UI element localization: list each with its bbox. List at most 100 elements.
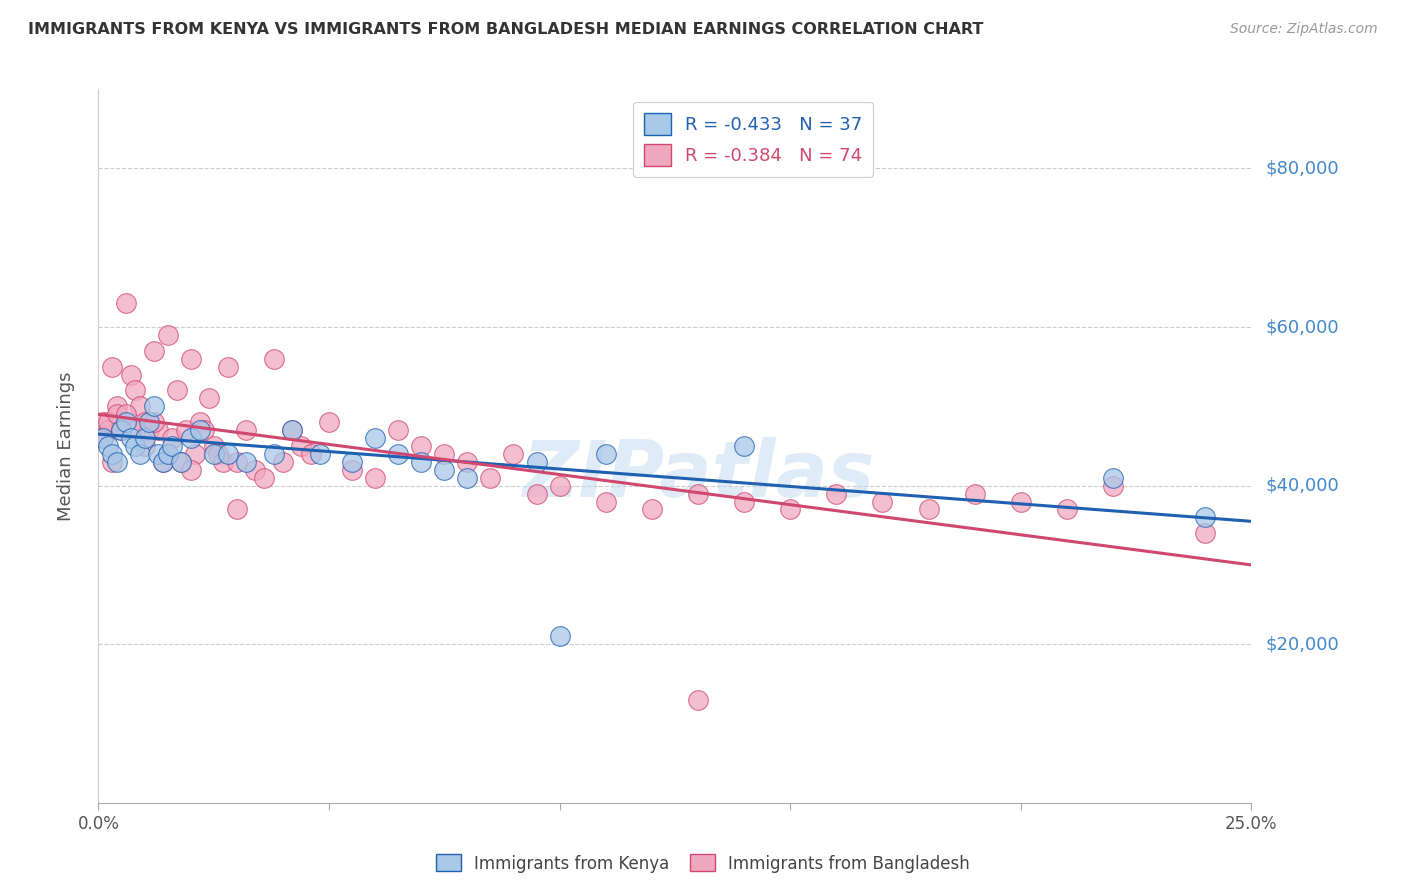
Point [212, 455, 235, 469]
Point [202, 447, 225, 461]
Point [733, 439, 755, 453]
Text: $40,000: $40,000 [1265, 476, 1339, 495]
Point [217, 359, 239, 374]
Point [105, 400, 128, 414]
Point [641, 502, 664, 516]
Point [479, 471, 502, 485]
Point [138, 415, 160, 429]
Point [1102, 478, 1125, 492]
Point [387, 423, 409, 437]
Text: Source: ZipAtlas.com: Source: ZipAtlas.com [1230, 22, 1378, 37]
Point [129, 447, 152, 461]
Point [105, 455, 128, 469]
Point [433, 447, 456, 461]
Point [148, 447, 170, 461]
Point [235, 423, 257, 437]
Point [105, 407, 128, 421]
Point [263, 351, 285, 366]
Point [245, 463, 267, 477]
Y-axis label: Median Earnings: Median Earnings [56, 371, 75, 521]
Point [110, 423, 132, 437]
Point [101, 455, 124, 469]
Point [526, 486, 548, 500]
Point [1194, 510, 1216, 524]
Point [124, 423, 146, 437]
Point [1194, 526, 1216, 541]
Point [217, 447, 239, 461]
Text: $80,000: $80,000 [1265, 160, 1339, 178]
Point [281, 423, 304, 437]
Point [193, 423, 215, 437]
Point [91, 415, 114, 429]
Point [120, 368, 142, 382]
Point [97, 423, 120, 437]
Point [548, 478, 571, 492]
Point [115, 407, 138, 421]
Point [433, 463, 456, 477]
Point [134, 415, 156, 429]
Point [97, 415, 120, 429]
Point [595, 494, 617, 508]
Point [1102, 471, 1125, 485]
Point [502, 447, 524, 461]
Point [134, 439, 156, 453]
Text: ZIPatlas: ZIPatlas [522, 436, 875, 513]
Point [91, 431, 114, 445]
Point [110, 415, 132, 429]
Point [180, 351, 202, 366]
Point [281, 423, 304, 437]
Point [152, 455, 174, 469]
Point [91, 431, 114, 445]
Point [188, 415, 211, 429]
Point [318, 415, 340, 429]
Point [364, 431, 387, 445]
Text: IMMIGRANTS FROM KENYA VS IMMIGRANTS FROM BANGLADESH MEDIAN EARNINGS CORRELATION : IMMIGRANTS FROM KENYA VS IMMIGRANTS FROM… [28, 22, 983, 37]
Point [686, 486, 709, 500]
Point [115, 296, 138, 310]
Point [526, 455, 548, 469]
Point [1010, 494, 1032, 508]
Point [686, 692, 709, 706]
Point [124, 439, 146, 453]
Point [142, 400, 165, 414]
Point [340, 455, 363, 469]
Point [129, 400, 152, 414]
Point [166, 384, 188, 398]
Point [271, 455, 294, 469]
Point [202, 439, 225, 453]
Point [188, 423, 211, 437]
Point [156, 447, 179, 461]
Legend: Immigrants from Kenya, Immigrants from Bangladesh: Immigrants from Kenya, Immigrants from B… [429, 847, 977, 880]
Point [308, 447, 330, 461]
Point [180, 431, 202, 445]
Point [160, 431, 183, 445]
Point [101, 359, 124, 374]
Point [198, 392, 221, 406]
Point [364, 471, 387, 485]
Point [134, 431, 156, 445]
Text: $60,000: $60,000 [1265, 318, 1339, 336]
Point [917, 502, 939, 516]
Point [225, 455, 247, 469]
Point [1056, 502, 1078, 516]
Point [142, 415, 165, 429]
Point [411, 455, 433, 469]
Point [235, 455, 257, 469]
Point [548, 629, 571, 643]
Point [156, 447, 179, 461]
Point [872, 494, 894, 508]
Point [779, 502, 801, 516]
Point [263, 447, 285, 461]
Point [170, 455, 193, 469]
Point [142, 343, 165, 358]
Point [963, 486, 986, 500]
Point [97, 439, 120, 453]
Point [110, 423, 132, 437]
Point [340, 463, 363, 477]
Point [207, 447, 229, 461]
Point [152, 455, 174, 469]
Point [456, 455, 478, 469]
Point [148, 423, 170, 437]
Point [225, 502, 247, 516]
Point [115, 415, 138, 429]
